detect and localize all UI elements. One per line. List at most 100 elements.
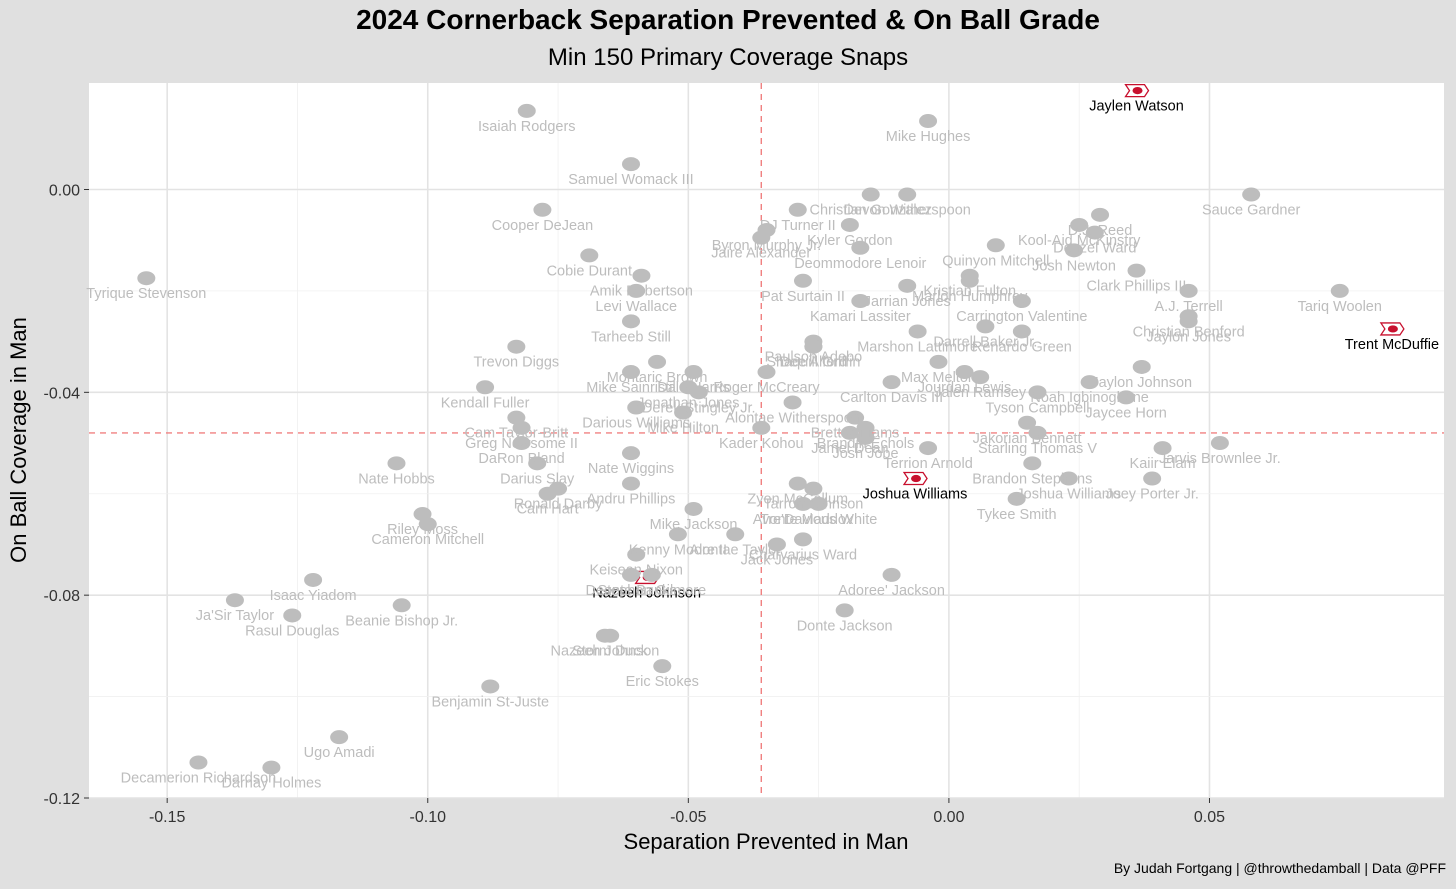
- point-label-noah-igbinoghene: Noah Igbinoghene: [1030, 390, 1149, 406]
- x-axis-ticks: -0.15 -0.10 -0.05 0.00 0.05: [149, 798, 1225, 826]
- point-jaylon-jones: [1179, 314, 1198, 329]
- point-label-cobie-durant: Cobie Durant: [547, 263, 632, 279]
- point-label-d-j-reed: D.J. Reed: [1068, 223, 1132, 239]
- point-cobie-durant: [580, 248, 599, 263]
- point-label-nazeeh-johnson-2: Storm Duck: [572, 644, 648, 660]
- point-label-daron-bland: DaRon Bland: [478, 451, 564, 467]
- point-label-kristian-fulton: Kristian Fulton: [923, 284, 1016, 300]
- point-carlton-davis-iii: [882, 375, 901, 390]
- point-d-j-reed: [1091, 207, 1110, 222]
- point-noah-igbinoghene: [1080, 375, 1099, 390]
- point-label-riley-moss: Tykee Smith: [977, 507, 1057, 523]
- point-label-rasul-douglas: Donte Jackson: [797, 618, 893, 634]
- x-tick-label-0: -0.15: [149, 809, 186, 826]
- chart-title: 2024 Cornerback Separation Prevented & O…: [356, 4, 1100, 35]
- point-label-christian-gonzalez: Christian Gonzalez: [809, 203, 932, 219]
- point-samuel-womack-iii: [622, 157, 640, 172]
- point-donte-jackson: [392, 598, 411, 613]
- point-joshua-williams: [902, 471, 928, 486]
- point-label-tyrique-stevenson: Tyrique Stevenson: [86, 286, 206, 302]
- point-rasul-douglas: [835, 603, 854, 618]
- point-label-jakorian-bennett: Jakorian Bennett: [973, 431, 1082, 447]
- point-label-roger-mccreary: Roger McCreary: [713, 380, 820, 396]
- point-alontae-taylor: [668, 527, 687, 542]
- point-label-decamerion-richardson: Ugo Amadi: [304, 745, 375, 761]
- point-label-kenny-moore-ii: Avonte Maddox: [753, 512, 854, 528]
- point-denzel-ward: [1085, 225, 1104, 240]
- point-label-jalen-ramsey: Jalen Ramsey: [934, 385, 1027, 401]
- point-label-jaylon-jones: Jaylon Jones: [1146, 329, 1231, 345]
- point-label-dale-harris: Dale Harris: [657, 380, 730, 396]
- point-label-tykee-smith: Tre'Davious White: [760, 512, 877, 528]
- point-label-mike-sainristil: Mike Sainristil: [586, 380, 675, 396]
- point-label-kaiir-elam: Kaiir Elam: [1130, 456, 1196, 472]
- point-label-jourdan-lewis: Jourdan Lewis: [918, 380, 1012, 396]
- y-axis-title: On Ball Coverage in Man: [6, 317, 31, 563]
- x-tick-label-3: 0.00: [933, 809, 964, 826]
- point-riley-moss: [1007, 491, 1026, 506]
- point-keisean-nixon: [793, 532, 812, 547]
- point-jakorian-bennett: [1018, 415, 1037, 430]
- point-amik-robertson: [632, 268, 651, 283]
- point-label-shaquill-griffin: Shaquill Griffin: [766, 355, 860, 371]
- point-label-brandon-stephens: Brandon Stephens: [972, 471, 1092, 487]
- point-label-joey-porter-jr: Joshua Williams: [1016, 487, 1121, 503]
- point-jack-jones: [627, 547, 646, 562]
- point-label-jaylen-watson: Jaylen Watson: [1089, 99, 1184, 115]
- point-charvarius-ward: [726, 527, 745, 542]
- point-label-darious-williams: Darious Williams: [582, 416, 690, 432]
- point-nate-hobbs: [387, 456, 406, 471]
- x-tick-label-1: -0.10: [410, 809, 447, 826]
- x-axis-title: Separation Prevented in Man: [624, 829, 909, 854]
- point-label-beanie-bishop-jr: Ja'Sir Taylor: [196, 608, 274, 624]
- point-label-sauce-gardner: Sauce Gardner: [1202, 203, 1301, 219]
- point-label-mike-jackson: Cam Hart: [517, 502, 579, 518]
- point-kader-kohou: [752, 420, 771, 435]
- point-a-j-terrell: [1179, 283, 1198, 298]
- point-label-cam-hart: Joey Porter Jr.: [1105, 487, 1198, 503]
- point-label-eric-stokes: Nazeeh Johnson: [551, 644, 660, 660]
- point-label-starling-thomas-v: Starling Thomas V: [978, 441, 1097, 457]
- points-layer: [137, 83, 1405, 775]
- point-josh-newton: [1064, 243, 1083, 258]
- point-kamari-lassiter: [851, 294, 870, 309]
- point-isaiah-rodgers: [517, 103, 536, 118]
- point-martin-emerson-jr: [262, 760, 281, 775]
- point-label-darrell-baker-jr: Darrell Baker Jr.: [933, 334, 1037, 350]
- point-label-dj-turner-ii: DJ Turner II: [760, 218, 836, 234]
- point-label-kendall-fuller: Kendall Fuller: [441, 395, 530, 411]
- point-label-avonte-maddox: Cameron Mitchell: [371, 532, 484, 548]
- point-label-samuel-womack-iii: Samuel Womack III: [568, 172, 693, 188]
- point-label-josh-jobe: Josh Jobe: [832, 446, 898, 462]
- point-label-jack-jones: Keisean Nixon: [589, 563, 683, 579]
- point-label-kyler-gordon: Kyler Gordon: [807, 233, 892, 249]
- point-label-alontae-taylor: Kenny Moore II: [629, 542, 727, 558]
- point-deommodore-lenoir: [851, 240, 870, 255]
- point-starling-thomas-v: [1028, 425, 1047, 440]
- point-label-mike-hilton: Mike Hilton: [647, 421, 719, 437]
- y-axis-ticks: 0.00 -0.04 -0.08 -0.12: [44, 182, 89, 808]
- point-label-ja-sir-taylor: Stephon Gilmore: [597, 583, 706, 599]
- point-jamel-dean: [840, 425, 859, 440]
- point-label-marlon-humphrey: Marlon Humphrey: [912, 289, 1028, 305]
- point-josh-jobe: [856, 430, 875, 445]
- point-alontae-witherspoon: [783, 395, 802, 410]
- point-pat-surtain-ii: [793, 273, 812, 288]
- point-label-cam-taylor-britt: Cam Taylor-Britt: [465, 426, 569, 442]
- point-label-keisean-nixon: Charvarius Ward: [749, 547, 857, 563]
- point-label-cameron-mitchell: Riley Moss: [387, 522, 458, 538]
- point-label-zyon-mccollum: Zyon McCollum: [747, 492, 848, 508]
- point-label-jonathan-jones: Jonathan Jones: [637, 395, 739, 411]
- point-max-melton: [929, 354, 948, 369]
- point-eric-stokes: [595, 628, 614, 643]
- point-label-charvarius-ward: Alontae Taylor: [689, 542, 781, 558]
- point-mike-hughes: [919, 114, 938, 129]
- point-label-darius-slay: Darius Slay: [500, 471, 575, 487]
- point-jourdan-lewis: [955, 365, 974, 380]
- point-montaric-brown: [648, 354, 667, 369]
- point-label-deommodore-lenoir: Deommodore Lenoir: [794, 256, 926, 272]
- point-label-nate-hobbs: Nate Hobbs: [358, 471, 435, 487]
- point-label-cooper-dejean: Cooper DeJean: [492, 218, 594, 234]
- point-mike-jackson: [538, 486, 557, 501]
- point-tykee-smith: [809, 496, 828, 511]
